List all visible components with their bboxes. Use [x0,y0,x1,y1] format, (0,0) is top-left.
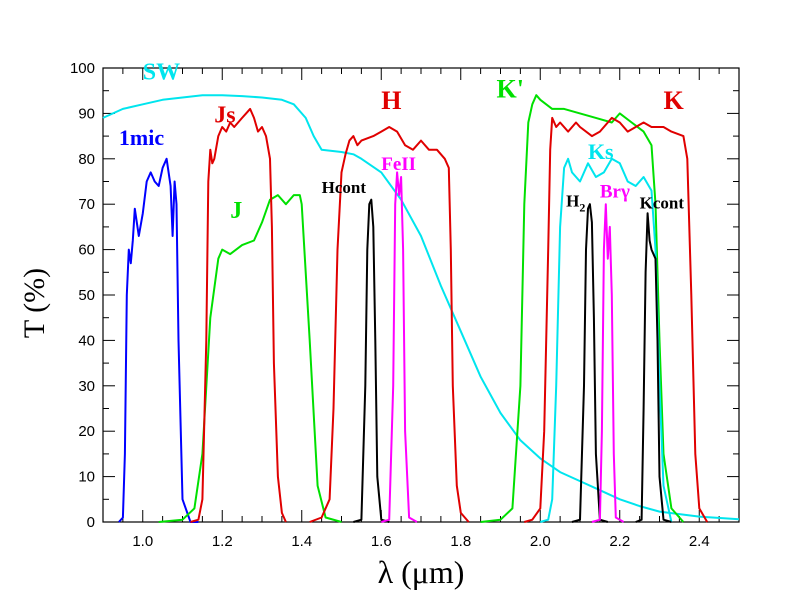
curve-label: FeII [381,154,416,175]
series-line-hcont [353,198,390,523]
curve-label: SW [143,59,180,85]
x-tick-label: 1.4 [291,533,312,550]
series-line-k [524,116,709,523]
curve-label: J [230,198,242,224]
curve-label: H [381,86,401,115]
y-tick-label: 20 [78,423,95,440]
curve-label: K' [497,75,524,104]
curve-label: Ks [588,139,614,164]
y-tick-label: 30 [78,378,95,395]
series-line-j [158,194,342,523]
y-tick-label: 70 [78,196,95,213]
series-line-1mic [118,157,199,523]
curve-labels: SW 1mic Js J H Hcont FeII K' K Ks Brγ Kcont H2 [119,59,685,223]
curve-label: Brγ [600,181,630,202]
curves [102,94,740,523]
series-line-feii [381,171,418,523]
x-axis-title: λ (μm) [378,554,465,590]
x-tick-label: 1.6 [371,533,392,550]
y-tick-label: 90 [78,105,95,122]
y-tick-label: 60 [78,242,95,259]
series-line-kcont [635,212,672,523]
series-line-k [480,94,685,523]
y-tick-label: 100 [70,60,95,77]
x-tick-label: 2.0 [530,533,551,550]
y-axis-title: T (%) [18,268,51,338]
axis-ticks [102,67,740,523]
curve-label-subscript: H2 [566,191,585,214]
x-tick-label: 1.0 [132,533,153,550]
y-tick-label: 40 [78,332,95,349]
series-line-h [309,126,470,523]
curve-label: Kcont [640,194,685,213]
x-tick-label: 1.8 [450,533,471,550]
curve-label: Hcont [322,178,367,197]
curve-label: Js [214,102,235,128]
curve-label: 1mic [119,125,164,150]
y-tick-label: 50 [78,287,95,304]
series-line-h2 [571,203,609,523]
series-line-br [591,203,625,523]
tick-labels: 1.0 1.2 1.4 1.6 1.8 2.0 2.2 2.4 0 10 20 30 40 50 60 70 8… [70,60,710,550]
curve-label: K [663,86,684,115]
x-tick-label: 2.4 [689,533,710,550]
series-line-ks [540,157,673,523]
y-tick-label: 10 [78,469,95,486]
x-tick-label: 2.2 [609,533,630,550]
x-tick-label: 1.2 [212,533,233,550]
y-tick-label: 0 [87,514,95,531]
y-tick-label: 80 [78,151,95,168]
series-line-js [190,107,287,523]
series-line-sw [102,94,740,521]
